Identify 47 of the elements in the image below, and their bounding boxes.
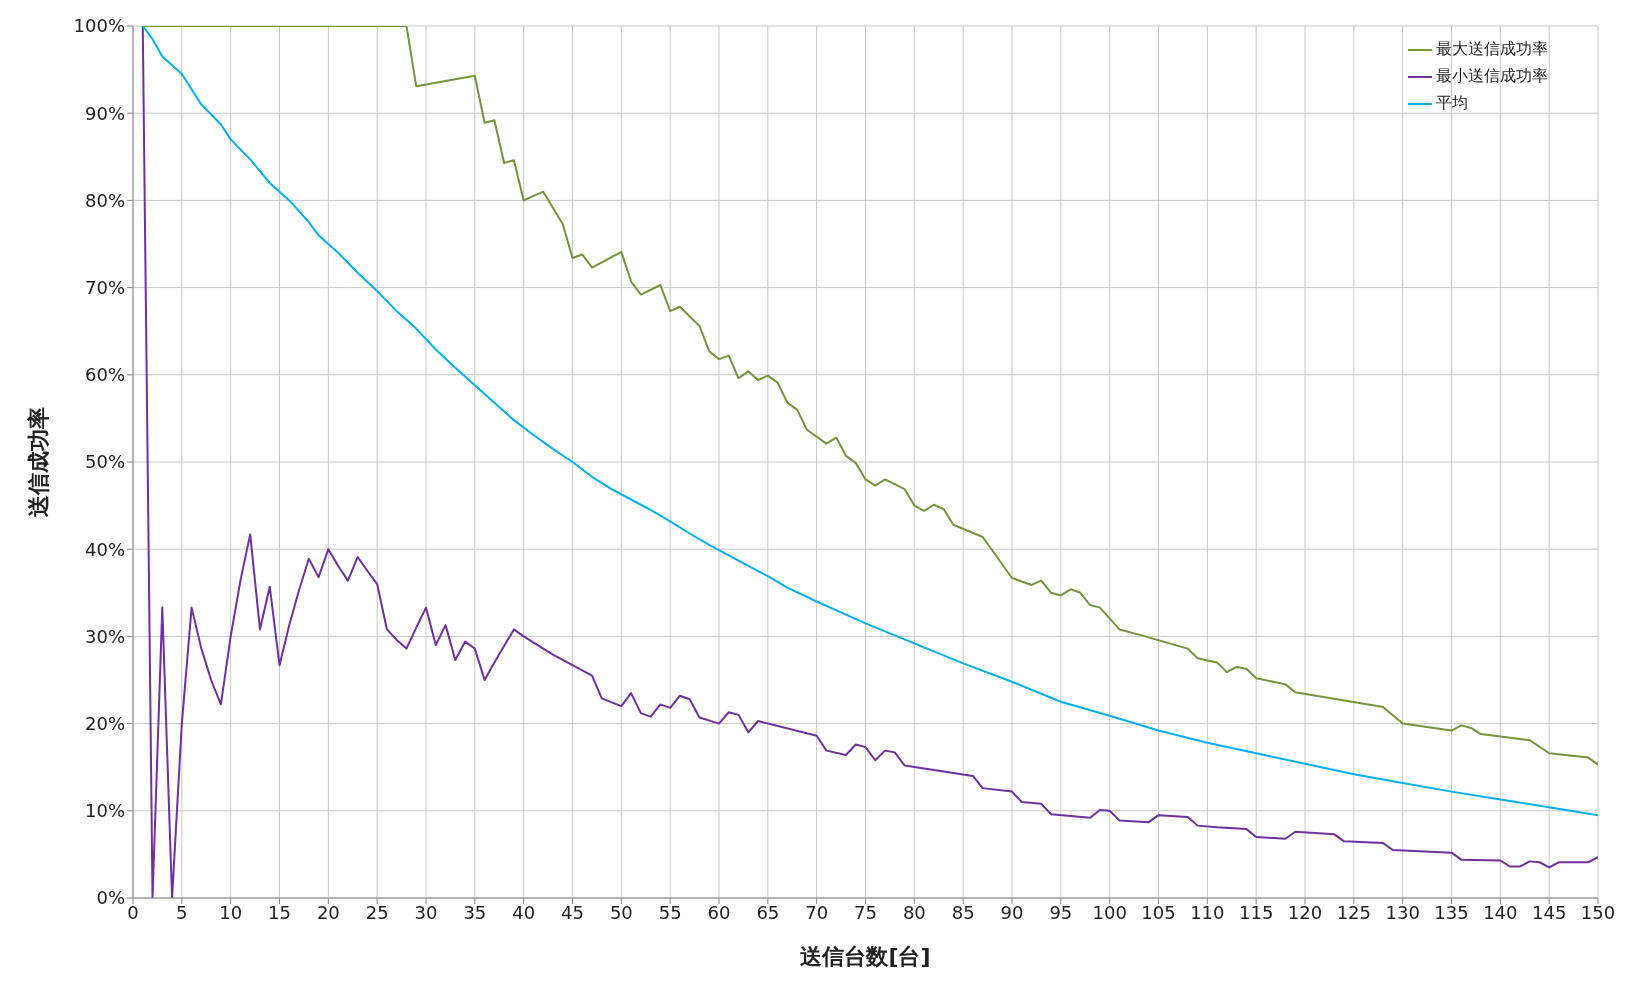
- y-tick-label: 30%: [84, 625, 125, 647]
- x-tick-label: 35: [463, 901, 487, 923]
- x-tick-label: 120: [1287, 901, 1323, 923]
- x-tick-label: 65: [756, 901, 780, 923]
- y-tick-label: 0%: [96, 887, 125, 909]
- x-tick-label: 50: [609, 901, 633, 923]
- y-tick-label: 20%: [84, 712, 125, 734]
- x-tick-label: 130: [1385, 901, 1420, 923]
- y-tick-label: 10%: [84, 800, 125, 822]
- x-tick-label: 60: [707, 901, 731, 923]
- y-tick-label: 80%: [84, 189, 125, 211]
- y-tick-label: 90%: [84, 102, 125, 124]
- x-tick-label: 10: [219, 901, 243, 923]
- legend-label: 平均: [1436, 93, 1468, 114]
- x-tick-label: 40: [512, 901, 536, 923]
- x-tick-label: 5: [176, 901, 188, 923]
- x-tick-label: 75: [854, 901, 877, 923]
- y-tick-label: 100%: [73, 15, 125, 37]
- x-tick-label: 15: [268, 901, 291, 923]
- x-tick-label: 0: [127, 901, 139, 923]
- x-tick-label: 25: [365, 901, 389, 923]
- x-tick-label: 140: [1483, 901, 1518, 923]
- y-tick-label: 70%: [84, 276, 125, 298]
- x-tick-label: 20: [316, 901, 340, 923]
- x-tick-label: 125: [1336, 901, 1372, 923]
- y-tick-label: 40%: [84, 538, 125, 560]
- x-tick-label: 95: [1049, 901, 1073, 923]
- legend-label: 最大送信成功率: [1436, 39, 1548, 60]
- x-tick-label: 110: [1190, 901, 1225, 923]
- y-tick-label: 60%: [84, 364, 125, 386]
- x-tick-label: 150: [1580, 901, 1616, 923]
- x-tick-label: 115: [1238, 901, 1274, 923]
- x-tick-label: 55: [658, 901, 682, 923]
- x-tick-label: 145: [1531, 901, 1567, 923]
- x-tick-label: 135: [1434, 901, 1469, 923]
- legend-label: 最小送信成功率: [1436, 66, 1548, 87]
- x-tick-label: 80: [902, 901, 926, 923]
- y-axis-title: 送信成功率: [25, 407, 51, 517]
- x-tick-label: 70: [805, 901, 829, 923]
- x-tick-label: 30: [414, 901, 438, 923]
- x-tick-label: 105: [1141, 901, 1176, 923]
- x-tick-label: 90: [1000, 901, 1024, 923]
- x-tick-label: 45: [561, 901, 584, 923]
- x-tick-label: 100: [1092, 901, 1127, 923]
- x-tick-label: 85: [951, 901, 975, 923]
- y-tick-label: 50%: [84, 451, 125, 473]
- x-axis-title: 送信台数[台]: [800, 944, 931, 969]
